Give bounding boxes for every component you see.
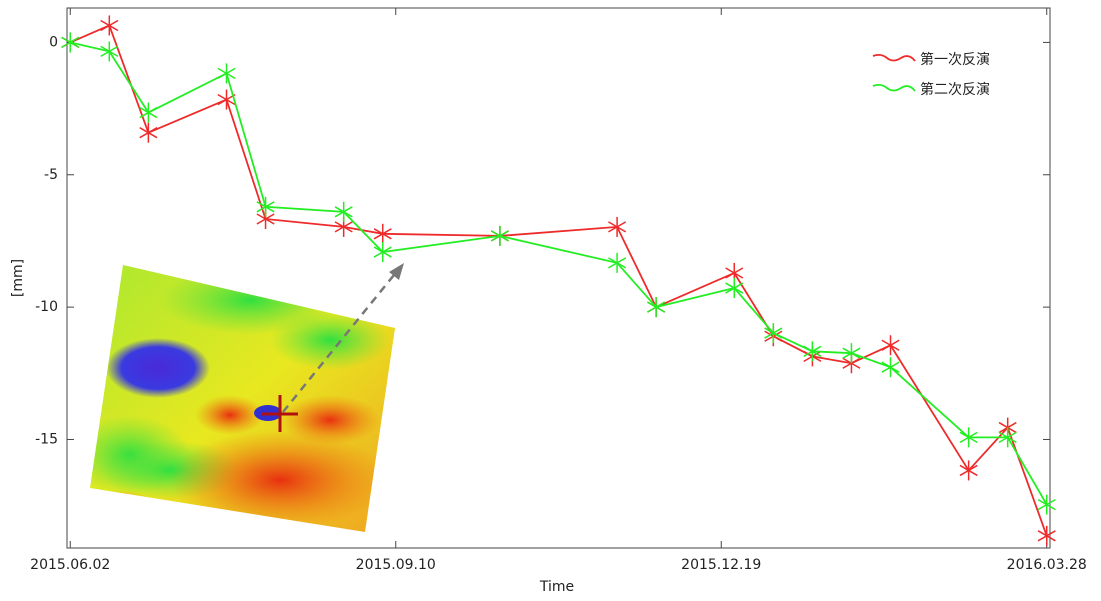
point-marker	[373, 242, 392, 263]
point-marker	[764, 323, 783, 344]
y-tick-label: -15	[35, 431, 58, 447]
inset-cross	[262, 395, 298, 432]
x-tick-label: 2015.12.19	[681, 557, 761, 573]
point-marker	[959, 427, 978, 448]
x-tick-label: 2015.09.10	[356, 557, 436, 573]
x-tick-label: 2016.03.28	[1007, 557, 1087, 573]
point-marker	[1037, 494, 1056, 515]
legend-swatch	[872, 53, 916, 62]
x-tick-label: 2015.06.02	[30, 557, 110, 573]
point-marker	[139, 122, 158, 143]
inset-arrow	[282, 269, 399, 413]
point-marker	[334, 201, 353, 222]
point-marker	[100, 41, 119, 62]
legend-swatch	[872, 83, 916, 92]
point-marker	[608, 252, 627, 273]
point-marker	[139, 102, 158, 123]
x-axis-label: Time	[539, 579, 574, 595]
point-marker	[998, 427, 1017, 448]
point-marker	[490, 225, 509, 246]
legend-label: 第二次反演	[920, 81, 990, 98]
inset-arrowhead	[389, 263, 404, 280]
point-marker	[217, 63, 236, 84]
point-marker	[881, 357, 900, 378]
point-marker	[1037, 525, 1056, 546]
point-marker	[725, 278, 744, 299]
series-line	[69, 24, 1048, 537]
inset-map	[90, 265, 395, 532]
point-marker	[61, 32, 80, 53]
plot-frame	[66, 7, 1051, 549]
y-tick-label: -10	[35, 299, 58, 315]
point-marker	[803, 341, 822, 362]
point-marker	[608, 216, 627, 237]
point-marker	[100, 15, 119, 36]
legend-label: 第一次反演	[920, 51, 990, 68]
y-axis-label: [mm]	[10, 259, 26, 297]
point-marker	[647, 297, 666, 318]
series-line	[70, 41, 1048, 506]
point-marker	[959, 460, 978, 481]
y-tick-label: -5	[44, 167, 58, 183]
y-tick-label: 0	[49, 34, 58, 50]
point-marker	[881, 335, 900, 356]
point-marker	[842, 343, 861, 364]
point-marker	[256, 196, 275, 217]
point-marker	[373, 223, 392, 244]
